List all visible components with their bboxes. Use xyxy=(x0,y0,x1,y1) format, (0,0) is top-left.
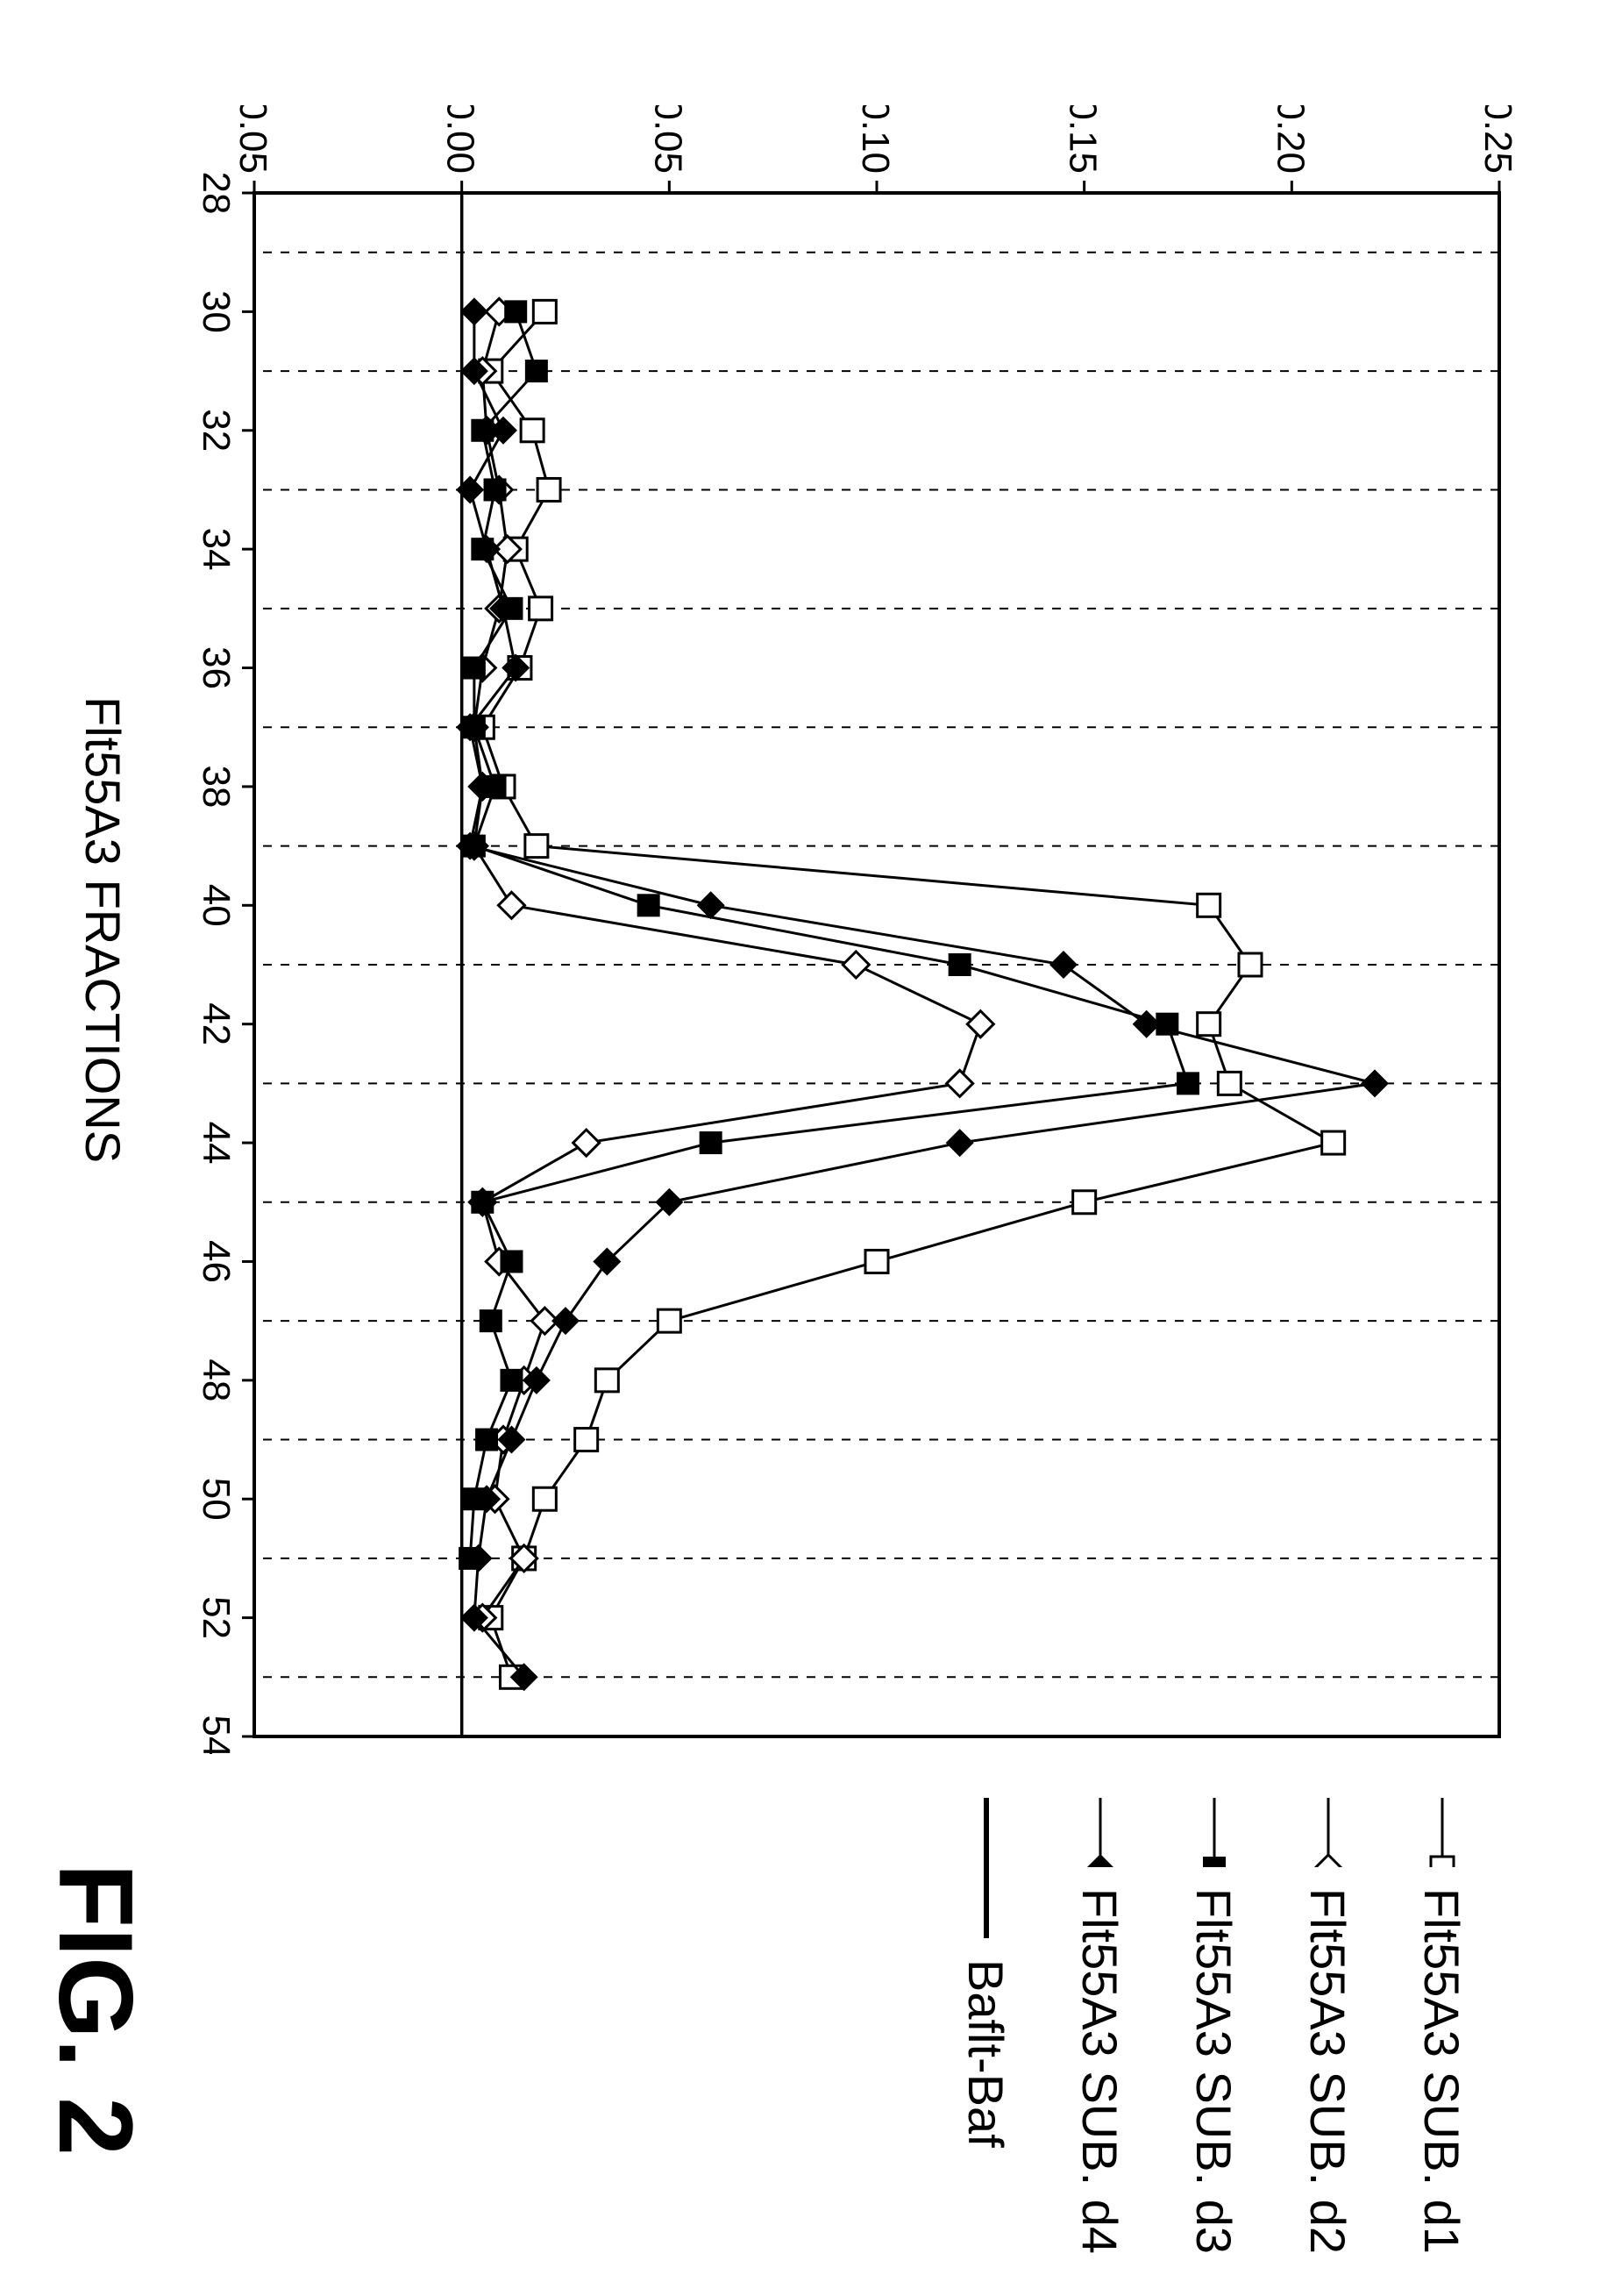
figure-rotation-container: -0.05 0.00 0.05 0.10 0.15 0.20 0.25 28 30 32 34 36 3… xyxy=(0,0,1622,2296)
legend-swatch xyxy=(1302,1798,1355,1867)
legend-label: Flt55A3 SUB. d4 xyxy=(1072,1888,1129,2254)
svg-text:0.10: 0.10 xyxy=(854,105,897,174)
svg-text:40: 40 xyxy=(195,884,238,927)
legend: Flt55A3 SUB. d1 Flt55A3 SUB. d2 Flt55A3 SU… xyxy=(929,1798,1499,2254)
svg-text:52: 52 xyxy=(195,1596,238,1639)
svg-text:-0.05: -0.05 xyxy=(231,105,274,174)
legend-swatch xyxy=(1188,1798,1241,1867)
svg-text:0.20: 0.20 xyxy=(1269,105,1312,174)
svg-text:0.15: 0.15 xyxy=(1062,105,1105,174)
svg-text:0.00: 0.00 xyxy=(439,105,482,174)
x-axis-label: Flt55A3 FRACTIONS xyxy=(75,105,132,1754)
legend-label: Baflt-Baf xyxy=(958,1959,1015,2148)
figure-caption: FIG. 2 xyxy=(35,1864,156,2156)
svg-text:50: 50 xyxy=(195,1478,238,1521)
chart-container: -0.05 0.00 0.05 0.10 0.15 0.20 0.25 28 30 32 34 36 3… xyxy=(149,105,1517,1754)
legend-swatch xyxy=(960,1798,1013,1938)
legend-swatch xyxy=(1074,1798,1127,1867)
legend-label: Flt55A3 SUB. d2 xyxy=(1300,1888,1357,2254)
legend-item: Flt55A3 SUB. d2 xyxy=(1271,1798,1385,2254)
svg-text:0.25: 0.25 xyxy=(1476,105,1517,174)
chart-svg: -0.05 0.00 0.05 0.10 0.15 0.20 0.25 28 30 32 34 36 3… xyxy=(149,105,1517,1754)
legend-label: Flt55A3 SUB. d3 xyxy=(1186,1888,1243,2254)
legend-swatch xyxy=(1416,1798,1469,1867)
svg-text:54: 54 xyxy=(195,1715,238,1754)
svg-text:42: 42 xyxy=(195,1002,238,1045)
svg-text:30: 30 xyxy=(195,290,238,333)
svg-text:0.05: 0.05 xyxy=(646,105,689,174)
svg-text:48: 48 xyxy=(195,1358,238,1401)
svg-text:28: 28 xyxy=(195,172,238,215)
legend-item: Baflt-Baf xyxy=(929,1798,1043,2254)
legend-item: Flt55A3 SUB. d1 xyxy=(1385,1798,1499,2254)
svg-text:38: 38 xyxy=(195,765,238,808)
legend-item: Flt55A3 SUB. d3 xyxy=(1157,1798,1271,2254)
legend-item: Flt55A3 SUB. d4 xyxy=(1043,1798,1157,2254)
svg-text:44: 44 xyxy=(195,1122,238,1165)
svg-text:34: 34 xyxy=(195,528,238,571)
svg-text:46: 46 xyxy=(195,1240,238,1283)
svg-text:36: 36 xyxy=(195,646,238,689)
svg-text:32: 32 xyxy=(195,409,238,452)
legend-label: Flt55A3 SUB. d1 xyxy=(1414,1888,1471,2254)
